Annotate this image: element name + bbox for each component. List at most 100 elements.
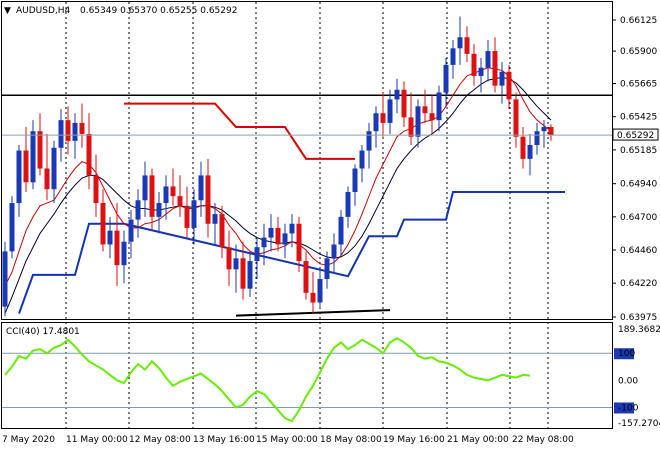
candle-body (44, 168, 50, 190)
candle-body (520, 136, 526, 159)
symbol-header-arrow: ▼ (4, 6, 11, 16)
price-axis: 0.66125 0.65900 0.65665 0.65425 0.65185 … (620, 16, 657, 323)
candle-body (436, 92, 442, 121)
candle-body (219, 214, 225, 248)
current-price-label: 0.65292 (617, 131, 654, 141)
candle-body (79, 122, 85, 134)
candle-body (478, 67, 484, 76)
candle-body (366, 131, 372, 151)
candle-body (184, 205, 190, 228)
candle-body (289, 223, 295, 234)
time-tick-label: 15 May 00:00 (256, 435, 318, 445)
candle-body (464, 37, 470, 54)
candle-body (261, 237, 267, 248)
candle-body (324, 258, 330, 280)
candle-body (156, 203, 162, 217)
candle-body (275, 227, 281, 245)
candle-body (254, 247, 260, 262)
cci-level-tag (614, 348, 634, 360)
price-tick-label: 0.65425 (620, 113, 657, 123)
trailing-stop-lower (18, 190, 565, 314)
candle-body (58, 120, 64, 148)
candle-body (359, 150, 365, 169)
candle-body (65, 120, 71, 141)
candle-body (513, 99, 519, 137)
candle-body (128, 219, 134, 242)
candle-body (380, 113, 386, 123)
candle-body (191, 200, 197, 228)
time-tick-label: 11 May 00:00 (66, 435, 128, 445)
cci-series-line (4, 337, 531, 423)
time-tick-label: 19 May 16:00 (383, 435, 445, 445)
cci-line (4, 337, 531, 423)
candle-body (471, 53, 477, 76)
candle-body (93, 175, 99, 204)
time-tick-label: 7 May 2020 (2, 435, 55, 445)
candle-body (16, 150, 22, 204)
cci-level-tag (614, 402, 634, 414)
cci-tick-label: 0.00 (618, 376, 638, 386)
time-tick-label: 12 May 08:00 (129, 435, 191, 445)
cci-axis: 189.3682 100 0.00 -100 -157.2704 (618, 325, 660, 429)
candle-body (401, 89, 407, 118)
candle-body (450, 48, 456, 65)
current-price-tag: 0.65292 (612, 128, 659, 141)
candle-body (387, 99, 393, 123)
candle-body (51, 147, 57, 190)
symbol-header: AUDUSD,H4 (16, 6, 71, 16)
candle-body (37, 131, 43, 169)
candle-body (226, 247, 232, 270)
candle-body (268, 227, 274, 238)
cci-tick-label: 100 (618, 349, 635, 359)
cci-tick-label: 189.3682 (618, 325, 660, 335)
candle-body (373, 113, 379, 132)
candle-body (142, 175, 148, 201)
ohlc-header: 0.65349 0.65370 0.65255 0.65292 (80, 6, 237, 16)
time-tick-label: 18 May 08:00 (320, 435, 382, 445)
candle-body (107, 230, 113, 245)
cci-label: CCI(40) 17.4801 (6, 327, 80, 337)
cci-tick-label: -100 (618, 403, 639, 413)
price-tick-label: 0.65900 (620, 47, 657, 57)
candle-body (114, 230, 120, 266)
candle-body (23, 150, 29, 183)
candle-body (233, 258, 239, 270)
price-tick-label: 0.64700 (620, 213, 657, 223)
candle-body (485, 51, 491, 68)
candle-body (296, 223, 302, 262)
candle-body (422, 106, 428, 114)
candle-body (506, 71, 512, 100)
candle-body (86, 133, 92, 176)
candle-body (415, 106, 421, 137)
candle-body (100, 203, 106, 245)
price-tick-label: 0.63975 (620, 313, 657, 323)
candlesticks (2, 16, 554, 317)
candle-body (240, 258, 246, 289)
candle-body (310, 292, 316, 303)
candle-body (121, 241, 127, 266)
candle-body (443, 64, 449, 93)
candle-body (198, 175, 204, 201)
candle-body (30, 131, 36, 183)
candle-body (135, 200, 141, 220)
candle-body (303, 261, 309, 293)
candle-body (345, 191, 351, 217)
candle-body (163, 186, 169, 204)
cci-tick-label: -157.2704 (618, 419, 660, 429)
candle-body (338, 216, 344, 245)
candle-body (2, 251, 8, 307)
time-tick-label: 13 May 16:00 (193, 435, 255, 445)
candle-body (247, 261, 253, 289)
price-tick-label: 0.64220 (620, 279, 657, 289)
candle-body (170, 186, 176, 197)
candle-body (72, 122, 78, 141)
cci-level-lines (2, 348, 634, 414)
candle-body (429, 113, 435, 121)
price-tick-label: 0.66125 (620, 16, 657, 26)
price-tick-label: 0.64460 (620, 246, 657, 256)
price-tick-label: 0.65185 (620, 146, 657, 156)
candle-body (282, 233, 288, 245)
candle-body (317, 279, 323, 303)
candle-body (394, 89, 400, 100)
